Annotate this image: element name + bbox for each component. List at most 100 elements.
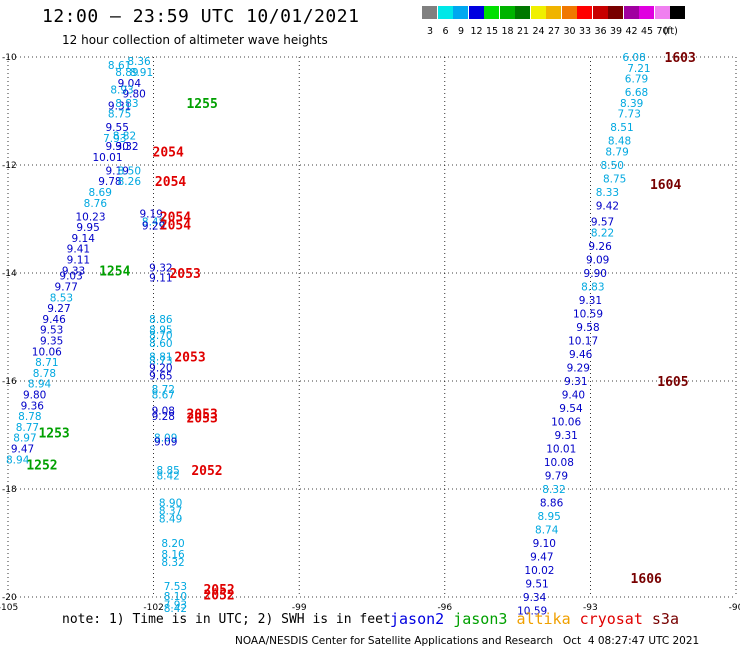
wave-height-point: 8.95 xyxy=(149,325,172,337)
legend-jason2: jason2 xyxy=(390,610,454,628)
wave-height-point: 9.78 xyxy=(98,176,121,188)
wave-height-point: 8.16 xyxy=(161,549,185,561)
wave-height-point: 9.58 xyxy=(576,322,599,334)
pass-time-label: 2054 xyxy=(153,146,184,161)
wave-height-point: 10.59 xyxy=(517,606,547,618)
wave-height-point: 9.09 xyxy=(586,255,609,267)
pass-time-label: 2052 xyxy=(191,464,222,479)
wave-height-point: 8.90 xyxy=(159,498,182,510)
footer-note: note: 1) Time is in UTC; 2) SWH is in fe… xyxy=(62,612,391,627)
scale-label: 12 xyxy=(470,26,483,37)
pass-time-label: 2053 xyxy=(169,267,200,282)
scale-swatch xyxy=(546,6,561,19)
wave-height-point: 8.76 xyxy=(84,198,108,210)
wave-height-point: 9.31 xyxy=(108,101,131,113)
wave-height-point: 9.41 xyxy=(67,244,90,256)
wave-height-point: 8.48 xyxy=(142,217,165,229)
wave-height-point: 9.11 xyxy=(67,255,90,267)
wave-height-point: 8.26 xyxy=(118,176,142,188)
scale-label: 15 xyxy=(485,26,499,37)
wave-height-point: 8.78 xyxy=(18,411,41,423)
wave-height-point: 8.61 xyxy=(108,60,131,72)
scale-swatch xyxy=(592,6,608,19)
y-tick-label: -14 xyxy=(2,269,17,279)
wave-height-point: 9.53 xyxy=(40,325,63,337)
wave-height-point: 9.46 xyxy=(42,314,66,326)
wave-height-point: 8.51 xyxy=(610,122,633,134)
x-tick-label: -90 xyxy=(729,603,740,613)
wave-height-point: 9.27 xyxy=(47,303,70,315)
wave-height-point: 8.79 xyxy=(605,147,628,159)
scale-label: 45 xyxy=(640,26,654,37)
wave-height-point: 8.72 xyxy=(152,384,175,396)
wave-height-point: 8.09 xyxy=(154,433,177,445)
wave-height-point: 8.50 xyxy=(601,160,624,172)
scale-label: 42 xyxy=(625,26,638,37)
wave-height-point: 10.23 xyxy=(75,211,105,223)
y-tick-label: -10 xyxy=(2,53,17,63)
wave-height-point: 9.65 xyxy=(149,371,172,383)
wave-height-point: 8.20 xyxy=(161,538,184,550)
legend-cryosat: cryosat xyxy=(579,610,652,628)
scale-swatch xyxy=(654,6,670,19)
wave-height-point: 8.70 xyxy=(149,330,172,342)
scale-swatch xyxy=(515,6,530,19)
chart-title: 12:00 – 23:59 UTC 10/01/2021 xyxy=(42,6,360,27)
wave-height-point: 8.94 xyxy=(28,379,52,391)
scale-swatch xyxy=(608,6,623,19)
wave-height-point: 8.39 xyxy=(620,98,643,110)
scale-label: 30 xyxy=(563,26,576,37)
wave-height-point: 8.36 xyxy=(127,56,151,68)
pass-time-label: 2052 xyxy=(203,583,234,598)
pass-time-label: 2054 xyxy=(160,218,191,233)
scale-swatch xyxy=(484,6,499,19)
pass-time-label: 2053 xyxy=(174,351,205,366)
wave-height-point: 8.33 xyxy=(596,187,619,199)
wave-height-point: 9.77 xyxy=(55,282,78,294)
wave-height-point: 8.71 xyxy=(35,357,58,369)
scale-label: 3 xyxy=(426,26,434,37)
wave-height-point: 9.32 xyxy=(149,263,172,275)
scale-swatch xyxy=(670,6,685,19)
pass-time-label: 1255 xyxy=(186,97,217,112)
scale-swatch xyxy=(561,6,577,19)
wave-height-point: 9.35 xyxy=(40,336,63,348)
pass-time-label: 1252 xyxy=(26,459,57,474)
scale-label: 36 xyxy=(594,26,607,37)
wave-height-point: 8.85 xyxy=(156,465,179,477)
wave-height-point: 6.08 xyxy=(622,52,645,64)
scale-label: 21 xyxy=(516,26,530,37)
legend-s3a: s3a xyxy=(651,610,679,628)
wave-height-point: 10.59 xyxy=(573,309,603,321)
wave-height-point: 8.81 xyxy=(149,352,172,364)
wave-height-point: 9.33 xyxy=(62,265,85,277)
wave-height-point: 9.79 xyxy=(545,471,568,483)
wave-height-point: 8.53 xyxy=(50,292,73,304)
wave-height-point: 10.17 xyxy=(568,336,598,348)
scale-label: 24 xyxy=(532,26,545,37)
wave-height-point: 8.86 xyxy=(540,498,564,510)
y-tick-label: -12 xyxy=(2,161,17,171)
scale-swatch xyxy=(453,6,468,19)
scale-swatch xyxy=(623,6,639,19)
wave-height-point: 9.36 xyxy=(21,400,45,412)
wave-height-point: 9.54 xyxy=(559,403,583,415)
wave-height-point: 8.32 xyxy=(161,557,184,569)
pass-time-label: 2054 xyxy=(160,210,191,225)
pass-time-label: 1254 xyxy=(99,264,130,279)
scale-label: 9 xyxy=(457,26,465,37)
scale-swatch xyxy=(577,6,592,19)
wave-height-point: 8.22 xyxy=(591,228,614,240)
wave-height-point: 8.83 xyxy=(115,98,138,110)
wave-height-point: 9.31 xyxy=(554,430,577,442)
wave-height-point: 10.01 xyxy=(92,152,122,164)
x-tick-label: -102 xyxy=(143,603,163,613)
footer-credit: NOAA/NESDIS Center for Satellite Applica… xyxy=(235,635,700,647)
wave-height-point: 9.51 xyxy=(525,579,548,591)
pass-time-label: 2052 xyxy=(203,588,234,603)
wave-height-point: 8.78 xyxy=(33,368,56,380)
wave-height-point: 9.32 xyxy=(115,141,138,153)
wave-height-point: 8.94 xyxy=(6,454,30,466)
scale-swatch xyxy=(468,6,484,19)
wave-height-point: 7.93 xyxy=(164,600,187,612)
